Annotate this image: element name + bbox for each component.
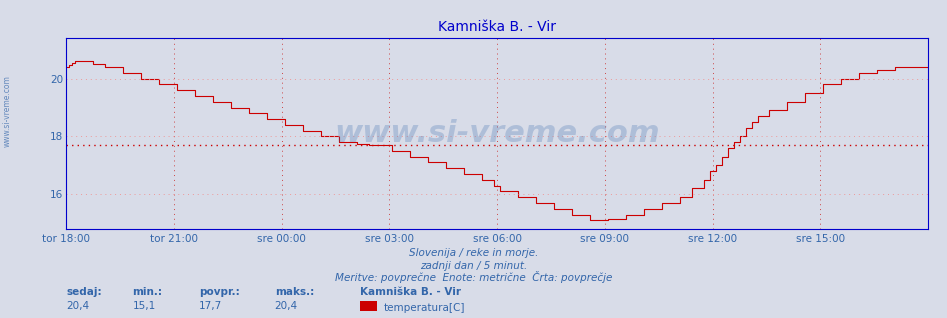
Text: min.:: min.: (133, 287, 163, 297)
Text: sedaj:: sedaj: (66, 287, 102, 297)
Text: www.si-vreme.com: www.si-vreme.com (3, 75, 12, 147)
Text: www.si-vreme.com: www.si-vreme.com (334, 119, 660, 148)
Text: Kamniška B. - Vir: Kamniška B. - Vir (360, 287, 461, 297)
Text: 20,4: 20,4 (66, 301, 89, 311)
Text: 20,4: 20,4 (275, 301, 297, 311)
Text: maks.:: maks.: (275, 287, 313, 297)
Text: 15,1: 15,1 (133, 301, 156, 311)
Text: Slovenija / reke in morje.: Slovenija / reke in morje. (409, 248, 538, 258)
Text: temperatura[C]: temperatura[C] (384, 303, 465, 313)
Text: 17,7: 17,7 (199, 301, 223, 311)
Title: Kamniška B. - Vir: Kamniška B. - Vir (438, 20, 556, 34)
Text: Meritve: povprečne  Enote: metrične  Črta: povprečje: Meritve: povprečne Enote: metrične Črta:… (335, 272, 612, 283)
Text: zadnji dan / 5 minut.: zadnji dan / 5 minut. (420, 261, 527, 271)
Text: povpr.:: povpr.: (199, 287, 240, 297)
